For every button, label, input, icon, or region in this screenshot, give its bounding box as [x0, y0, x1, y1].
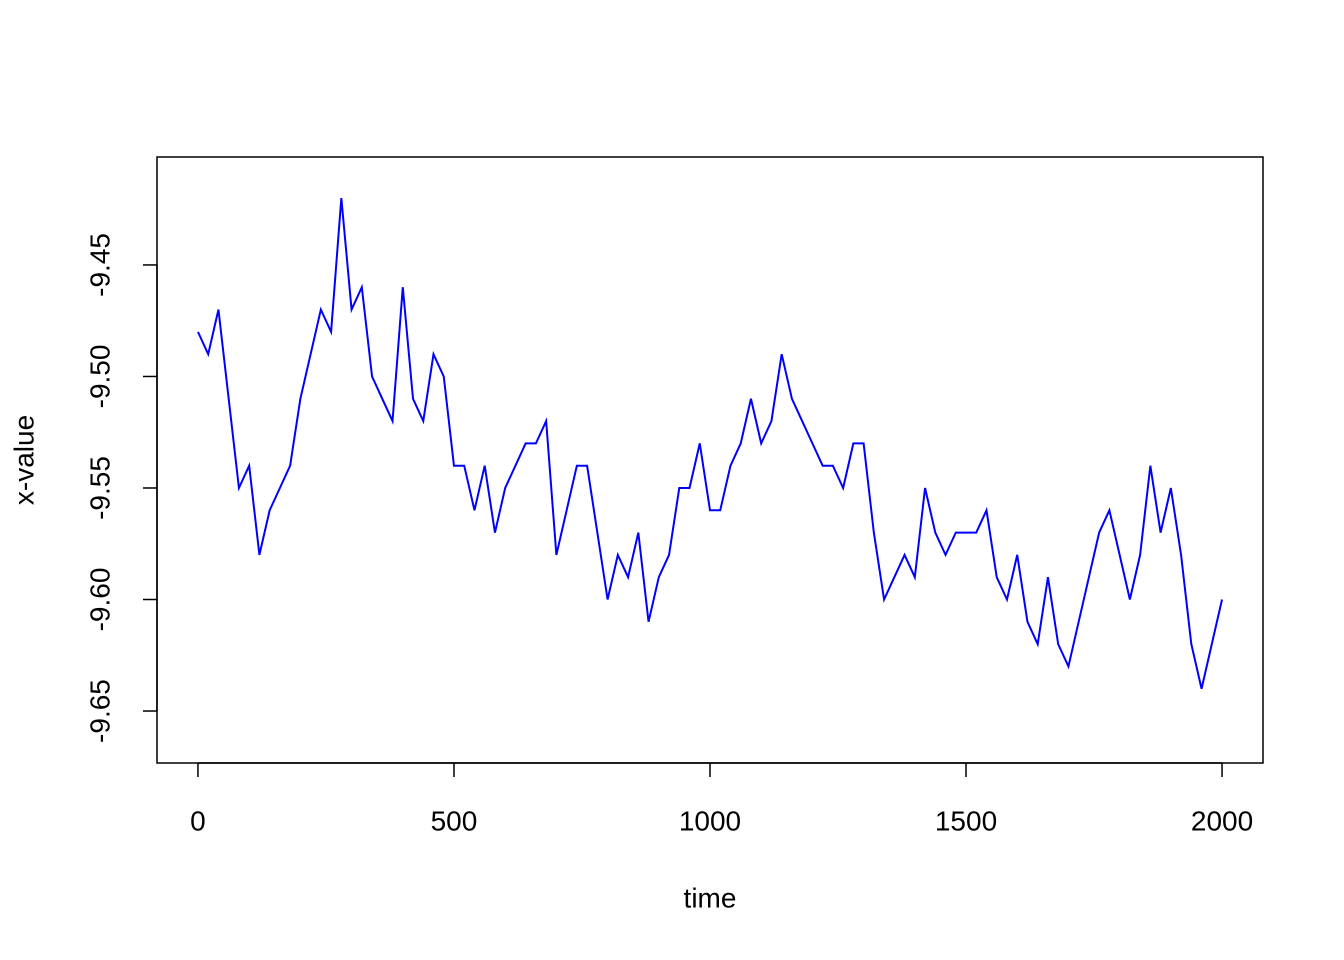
y-tick-label: -9.65 [84, 679, 115, 743]
x-tick-label: 0 [190, 805, 206, 836]
y-tick-label: -9.60 [84, 568, 115, 632]
plot-frame [156, 156, 1264, 764]
x-tick-label: 1000 [679, 805, 741, 836]
x-tick-label: 500 [431, 805, 478, 836]
x-axis-label: time [684, 882, 737, 913]
y-axis-label: x-value [8, 415, 39, 505]
y-tick-label: -9.55 [84, 456, 115, 520]
y-tick-label: -9.45 [84, 233, 115, 297]
y-tick-label: -9.50 [84, 345, 115, 409]
data-line [197, 197, 1224, 689]
x-tick-label: 1500 [935, 805, 997, 836]
x-tick-label: 2000 [1191, 805, 1253, 836]
